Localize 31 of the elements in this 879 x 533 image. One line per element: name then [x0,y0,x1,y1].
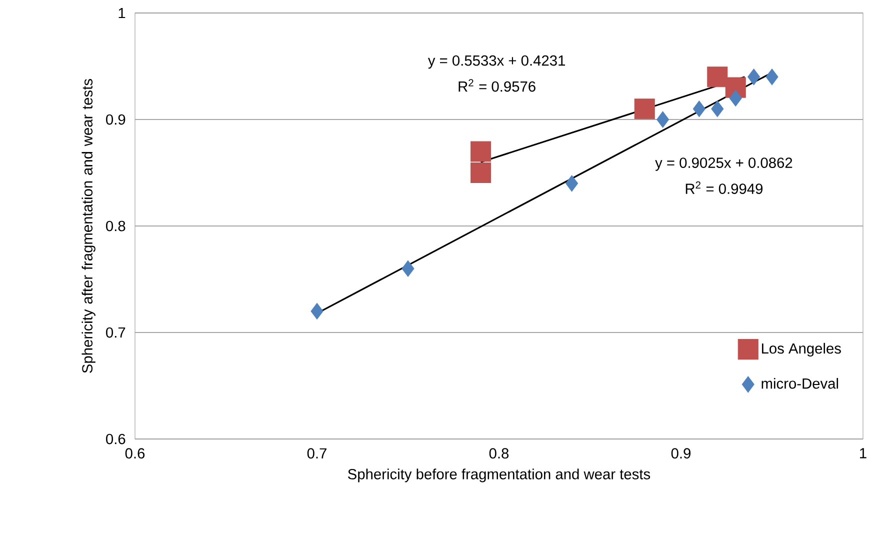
x-tick-label: 1 [860,448,866,458]
point [470,162,492,184]
annotation: y = 0.5533x + 0.4231 [428,55,565,69]
point [711,100,724,118]
point [566,175,578,192]
y-tick-label: 0.8 [106,220,126,232]
x-tick-label: 0.9 [671,448,690,459]
annotation: R$^{2}$ = 0.9949 [686,181,763,194]
x-axis-title: Sphericity before fragmentation and wear tests [348,468,650,482]
x-tick-label: 0.7 [307,448,326,459]
point [470,141,492,162]
y-tick-label: 0.6 [106,434,126,444]
point [692,100,706,118]
point [729,90,742,106]
point [748,68,760,86]
x-tick-label: 0.8 [489,448,509,459]
y-tick-label: 0.9 [106,114,126,125]
point [402,260,414,277]
point [766,68,778,86]
legend-label: micro-Deval [762,378,838,389]
point [634,98,655,120]
annotation: y = 0.9025x + 0.0862 [655,158,792,171]
y-tick-label: 1 [118,8,126,18]
y-axis-title: Sphericity after fragmentation and wear tests [82,79,96,373]
legend-label: Los Angeles [762,342,841,357]
point [310,302,324,320]
point [656,111,670,128]
annotation: R$^{2}$ = 0.9576 [458,79,536,92]
x-tick-label: 0.6 [125,448,145,459]
y-tick-label: 0.7 [106,327,126,338]
point [707,66,728,88]
